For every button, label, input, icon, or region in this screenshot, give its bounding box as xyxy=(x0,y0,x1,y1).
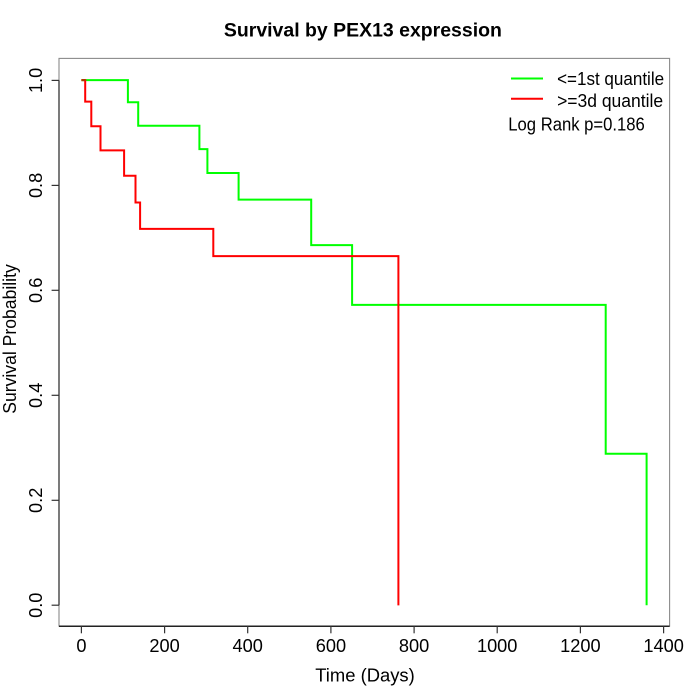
svg-text:Time (Days): Time (Days) xyxy=(315,665,415,685)
svg-text:1.0: 1.0 xyxy=(26,68,46,93)
svg-text:<=1st quantile: <=1st quantile xyxy=(557,69,664,89)
svg-text:800: 800 xyxy=(399,636,429,656)
svg-text:1000: 1000 xyxy=(477,636,517,656)
svg-text:0.2: 0.2 xyxy=(26,488,46,513)
svg-text:1400: 1400 xyxy=(643,636,683,656)
svg-text:200: 200 xyxy=(149,636,179,656)
svg-text:Log Rank p=0.186: Log Rank p=0.186 xyxy=(508,115,645,135)
svg-text:>=3d quantile: >=3d quantile xyxy=(557,91,663,111)
svg-text:0.6: 0.6 xyxy=(26,278,46,303)
svg-text:1200: 1200 xyxy=(560,636,600,656)
svg-text:0.0: 0.0 xyxy=(26,593,46,618)
svg-text:Survival by PEX13 expression: Survival by PEX13 expression xyxy=(224,19,502,41)
svg-text:0.8: 0.8 xyxy=(26,173,46,198)
svg-text:Survival Probability: Survival Probability xyxy=(0,264,20,414)
svg-text:0: 0 xyxy=(76,636,86,656)
svg-text:0.4: 0.4 xyxy=(26,383,46,408)
svg-text:400: 400 xyxy=(233,636,263,656)
svg-text:600: 600 xyxy=(316,636,346,656)
